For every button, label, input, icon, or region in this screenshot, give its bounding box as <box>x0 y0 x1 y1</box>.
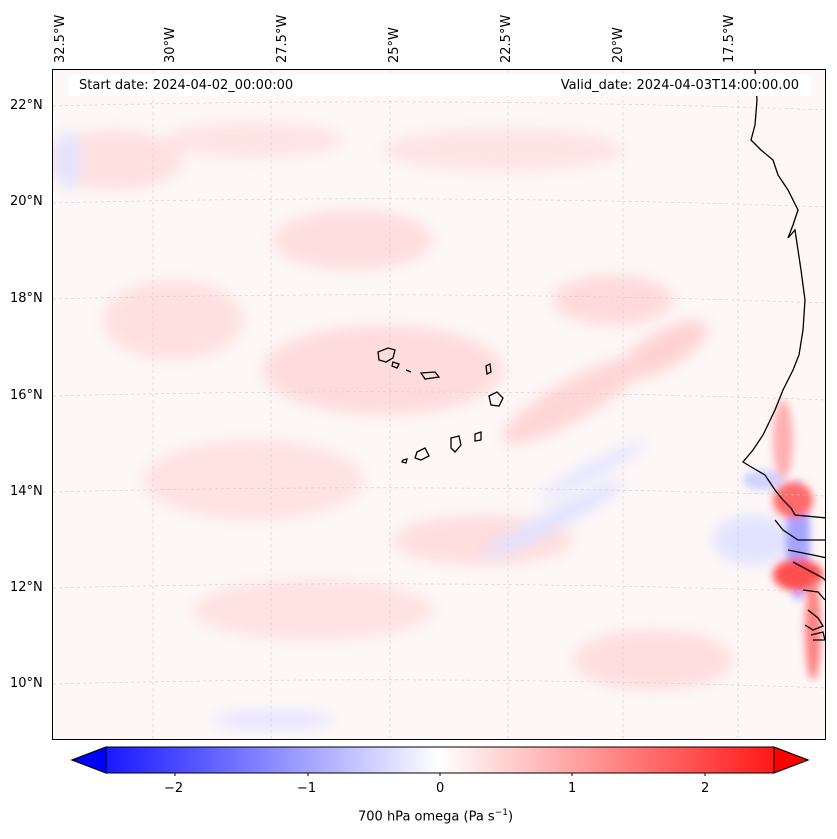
lon-label-32-5w: 32.5°W <box>53 14 68 63</box>
lat-label-16n: 16°N <box>10 388 43 403</box>
coastline <box>742 70 825 641</box>
map-panel: Start date: 2024-04-02_00:00:00 Valid_da… <box>52 69 826 740</box>
valid-date-text: Valid_date: 2024-04-03T14:00:00.00 <box>560 78 799 93</box>
colorbar-low-extension <box>70 746 107 774</box>
colorbar-high-extension <box>773 746 810 774</box>
colorbar-tick-minus1: −1 <box>297 781 317 796</box>
lon-label-27-5w: 27.5°W <box>275 14 290 63</box>
lon-label-30w: 30°W <box>163 27 178 63</box>
lon-label-20w: 20°W <box>611 27 626 63</box>
colorbar-ticks <box>174 773 706 776</box>
colorbar-tick-1: 1 <box>568 781 577 796</box>
colorbar-label-text: 700 hPa omega (Pa s <box>358 809 495 825</box>
omega-field-map <box>53 70 825 739</box>
lon-label-17-5w: 17.5°W <box>722 14 737 63</box>
lat-label-22n: 22°N <box>10 98 43 113</box>
start-date-text: Start date: 2024-04-02_00:00:00 <box>79 78 294 93</box>
lon-label-22-5w: 22.5°W <box>499 14 514 63</box>
cape-verde-islands <box>377 347 504 464</box>
lat-label-14n: 14°N <box>10 484 43 499</box>
lat-label-12n: 12°N <box>10 580 43 595</box>
colorbar-tick-0: 0 <box>436 781 445 796</box>
colorbar-label: 700 hPa omega (Pa s−1) <box>358 808 513 824</box>
colorbar-bar <box>70 746 810 774</box>
colorbar-label-exponent: −1 <box>494 808 508 818</box>
lat-label-20n: 20°N <box>10 194 43 209</box>
colorbar <box>70 746 810 776</box>
lat-label-18n: 18°N <box>10 291 43 306</box>
colorbar-tick-minus2: −2 <box>164 781 184 796</box>
omega-patches <box>53 122 793 730</box>
colorbar-label-close: ) <box>507 809 514 825</box>
lat-label-10n: 10°N <box>10 676 43 691</box>
colorbar-tick-2: 2 <box>701 781 710 796</box>
graticule <box>53 70 825 739</box>
lon-label-25w: 25°W <box>387 27 402 63</box>
date-banner <box>69 74 811 96</box>
